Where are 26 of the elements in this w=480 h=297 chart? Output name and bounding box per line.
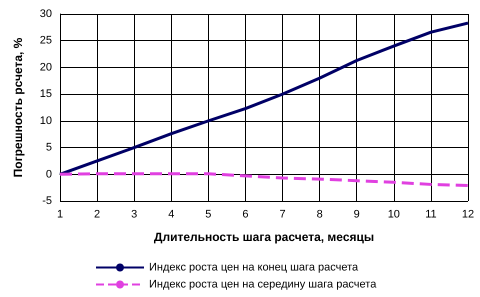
x-tick-label: 10: [388, 208, 400, 220]
y-tick-label: -5: [42, 195, 52, 207]
x-tick-label: 4: [168, 208, 174, 220]
x-tick-label: 6: [242, 208, 249, 220]
legend-label: Индекс роста цен на конец шага расчета: [149, 262, 360, 274]
y-tick-label: 25: [40, 34, 52, 47]
line-series: [58, 172, 470, 188]
line-series: [58, 22, 470, 176]
x-tick-label: 2: [94, 208, 100, 220]
x-tick-label: 1: [56, 208, 64, 220]
y-tick-label: 30: [40, 8, 52, 20]
x-tick-label: 9: [354, 208, 360, 220]
y-tick-label: 5: [46, 142, 52, 154]
y-tick-label: 10: [40, 114, 52, 127]
x-tick-label: 5: [205, 208, 212, 220]
x-tick-label: 3: [131, 208, 138, 220]
legend-label: Индекс роста цен на середину шага расчета: [149, 278, 378, 290]
x-tick-label: 12: [462, 208, 474, 220]
y-tick-label: 15: [40, 88, 52, 100]
x-tick-label: 7: [279, 208, 286, 220]
x-axis-title: Длительность шага расчета, месяцы: [154, 230, 374, 244]
y-axis-title: Погрешность рсчета, %: [11, 37, 25, 178]
x-tick-label: 11: [425, 208, 437, 220]
x-tick-label: 8: [316, 208, 323, 220]
y-tick-label: 0: [46, 168, 52, 180]
y-tick-label: 20: [40, 61, 52, 74]
